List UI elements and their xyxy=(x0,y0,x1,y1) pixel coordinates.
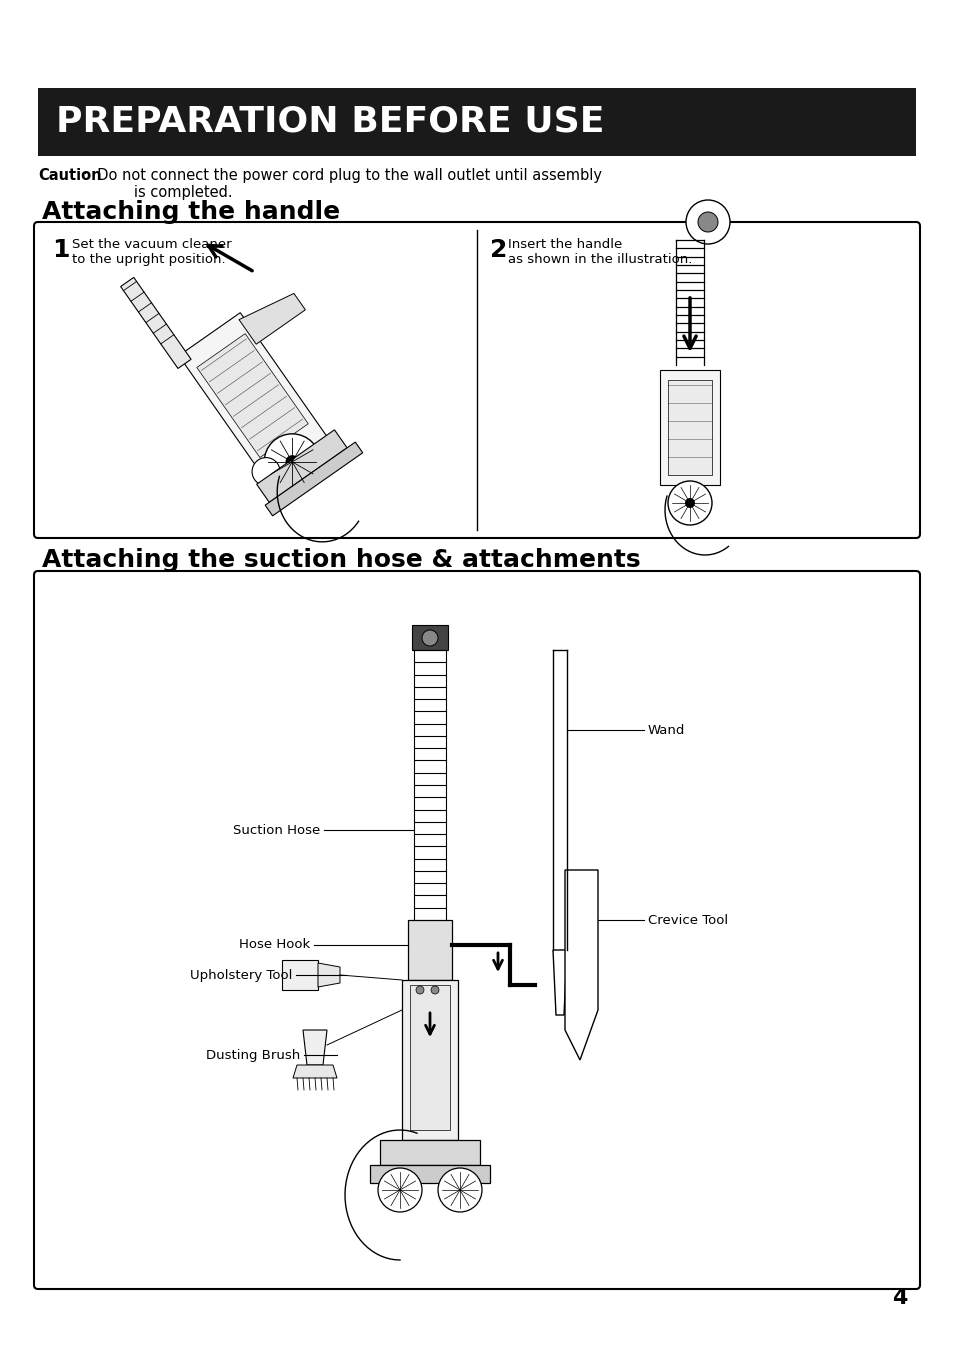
Polygon shape xyxy=(265,442,362,516)
Circle shape xyxy=(431,985,438,993)
Text: Hose Hook: Hose Hook xyxy=(238,938,310,952)
Polygon shape xyxy=(178,313,332,487)
Circle shape xyxy=(286,456,298,468)
Text: PREPARATION BEFORE USE: PREPARATION BEFORE USE xyxy=(56,105,604,139)
Circle shape xyxy=(684,497,695,508)
Circle shape xyxy=(685,200,729,244)
Text: Upholstery Tool: Upholstery Tool xyxy=(190,968,292,981)
Polygon shape xyxy=(239,294,305,344)
Bar xyxy=(370,1165,490,1184)
Text: Dusting Brush: Dusting Brush xyxy=(206,1049,299,1061)
FancyBboxPatch shape xyxy=(34,222,919,538)
Polygon shape xyxy=(659,369,720,485)
Text: 1: 1 xyxy=(52,239,70,262)
Polygon shape xyxy=(553,950,566,1015)
Polygon shape xyxy=(196,334,308,457)
Circle shape xyxy=(416,985,423,993)
Circle shape xyxy=(421,630,437,646)
Bar xyxy=(410,985,450,1130)
Text: Set the vacuum cleaner
to the upright position.: Set the vacuum cleaner to the upright po… xyxy=(71,239,232,266)
Text: Attaching the suction hose & attachments: Attaching the suction hose & attachments xyxy=(42,549,640,572)
Text: Crevice Tool: Crevice Tool xyxy=(647,914,727,926)
Bar xyxy=(379,1140,479,1165)
Bar xyxy=(282,960,317,989)
Text: Caution: Caution xyxy=(38,168,102,183)
Polygon shape xyxy=(293,1065,336,1078)
FancyBboxPatch shape xyxy=(34,572,919,1289)
Polygon shape xyxy=(303,1030,327,1065)
Bar xyxy=(412,625,448,650)
Polygon shape xyxy=(564,869,598,1060)
Bar xyxy=(408,919,452,980)
Text: Insert the handle
as shown in the illustration.: Insert the handle as shown in the illust… xyxy=(507,239,692,266)
Polygon shape xyxy=(256,430,347,503)
Polygon shape xyxy=(317,962,339,987)
Polygon shape xyxy=(120,278,191,368)
Bar xyxy=(38,88,915,156)
Bar xyxy=(401,980,457,1140)
Text: Attaching the handle: Attaching the handle xyxy=(42,200,340,224)
Circle shape xyxy=(264,434,320,489)
Polygon shape xyxy=(667,380,711,474)
Text: Wand: Wand xyxy=(647,724,684,736)
Text: Suction Hose: Suction Hose xyxy=(233,824,319,837)
Circle shape xyxy=(437,1167,481,1212)
Circle shape xyxy=(667,481,711,524)
Text: :  Do not connect the power cord plug to the wall outlet until assembly
        : : Do not connect the power cord plug to … xyxy=(83,168,601,201)
Text: 2: 2 xyxy=(490,239,507,262)
Text: 4: 4 xyxy=(891,1287,906,1308)
Circle shape xyxy=(252,457,280,485)
Circle shape xyxy=(698,212,718,232)
Circle shape xyxy=(377,1167,421,1212)
